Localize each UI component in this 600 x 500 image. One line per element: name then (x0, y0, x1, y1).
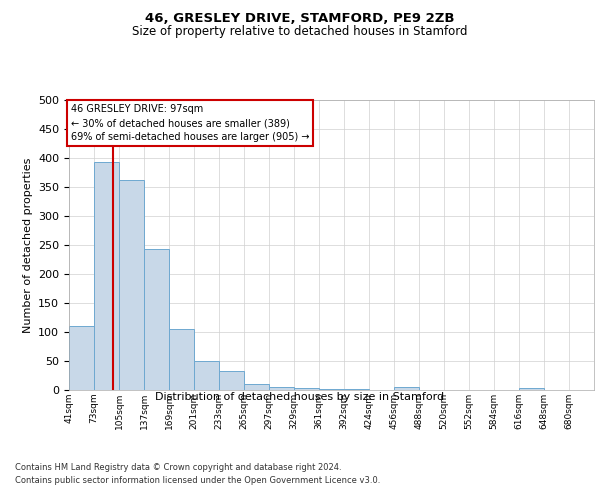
Y-axis label: Number of detached properties: Number of detached properties (23, 158, 32, 332)
Bar (69, 326, 94, 390)
Bar (269, 386, 294, 390)
Bar (119, 180, 144, 390)
Bar (219, 372, 244, 390)
Bar (244, 384, 269, 390)
Text: Contains public sector information licensed under the Open Government Licence v3: Contains public sector information licen… (15, 476, 380, 485)
Bar (144, 249, 169, 390)
Text: 46 GRESLEY DRIVE: 97sqm
← 30% of detached houses are smaller (389)
69% of semi-d: 46 GRESLEY DRIVE: 97sqm ← 30% of detache… (71, 104, 309, 142)
Bar (169, 329, 194, 390)
Text: Size of property relative to detached houses in Stamford: Size of property relative to detached ho… (132, 25, 468, 38)
Bar (294, 388, 319, 390)
Bar (519, 388, 544, 390)
Bar (394, 387, 419, 390)
Text: 46, GRESLEY DRIVE, STAMFORD, PE9 2ZB: 46, GRESLEY DRIVE, STAMFORD, PE9 2ZB (145, 12, 455, 26)
Text: Contains HM Land Registry data © Crown copyright and database right 2024.: Contains HM Land Registry data © Crown c… (15, 462, 341, 471)
Bar (94, 162, 119, 390)
Bar (194, 361, 219, 390)
Text: Distribution of detached houses by size in Stamford: Distribution of detached houses by size … (155, 392, 445, 402)
Bar (319, 389, 344, 390)
